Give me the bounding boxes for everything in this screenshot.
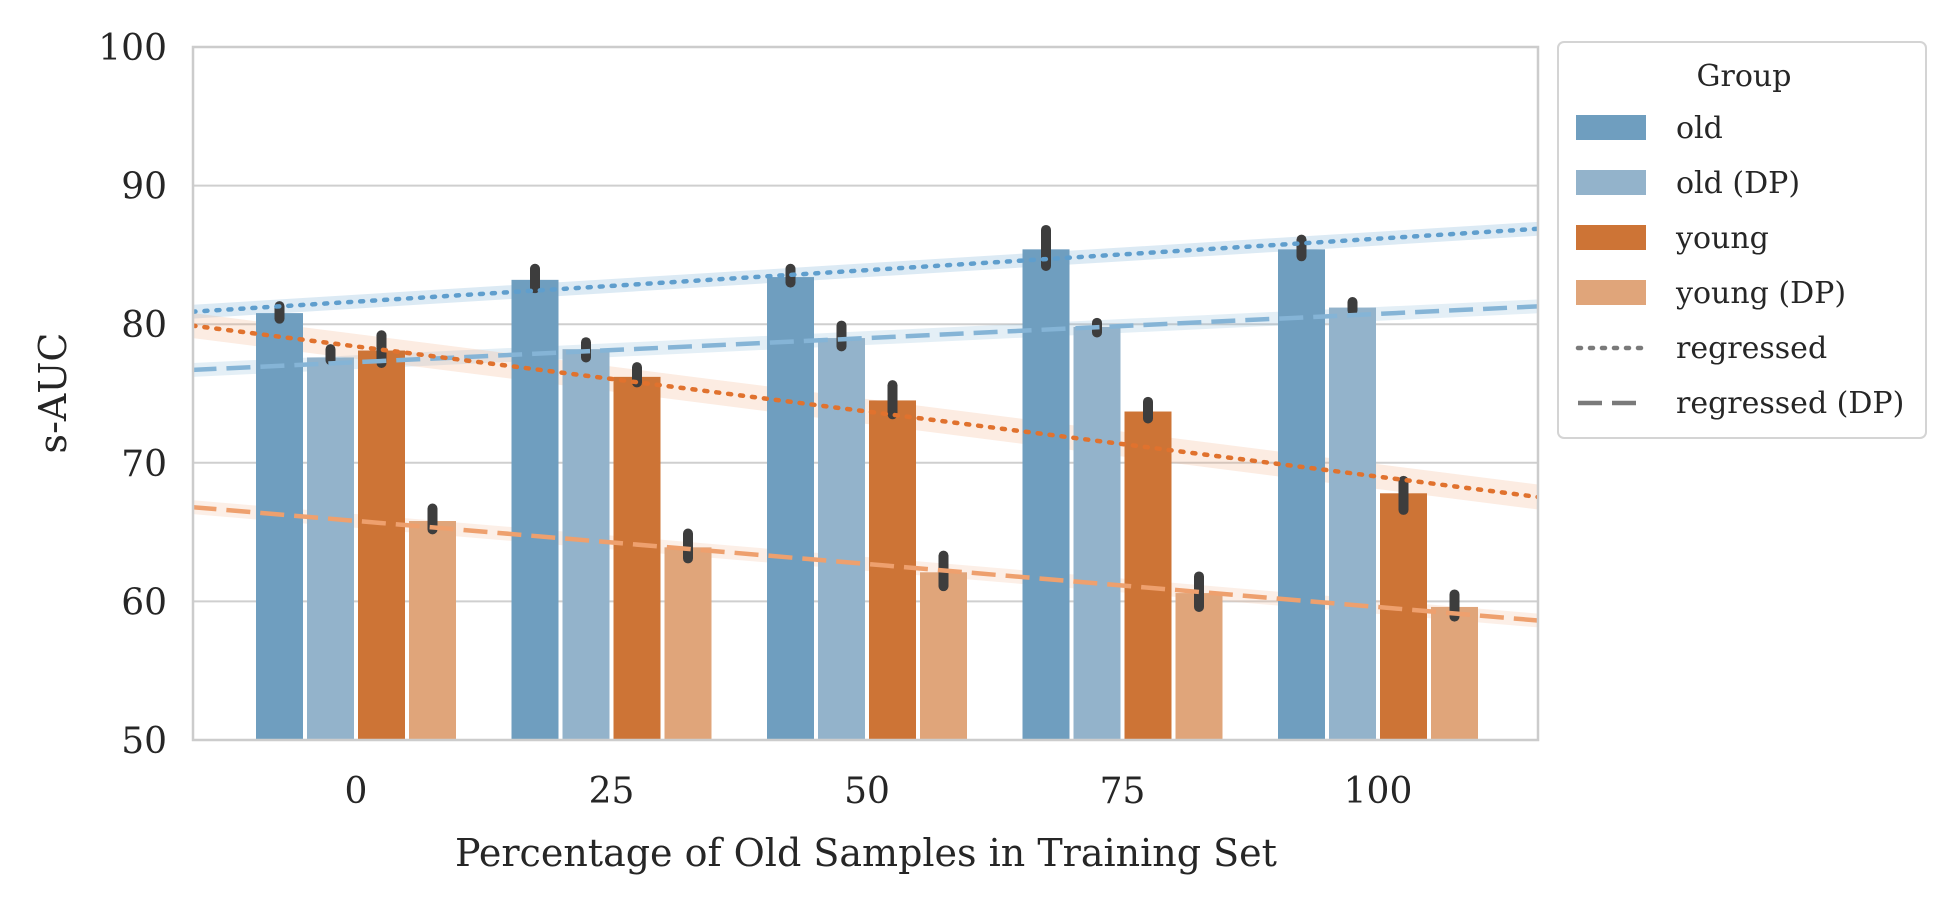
legend-swatch <box>1576 280 1646 305</box>
y-tick-label: 50 <box>121 721 167 762</box>
legend-swatch <box>1576 115 1646 140</box>
regression-line-dotted <box>193 323 1538 500</box>
y-tick-label: 90 <box>121 167 167 208</box>
legend-entry-label: regressed <box>1676 331 1827 366</box>
bar-old-dp--0 <box>307 357 354 740</box>
legend-box <box>1557 41 1927 439</box>
x-axis-label: Percentage of Old Samples in Training Se… <box>455 831 1277 875</box>
legend-title: Group <box>1697 59 1792 94</box>
legend-entry-label: young (DP) <box>1675 276 1846 311</box>
bar-old-75 <box>1022 249 1070 740</box>
bar-young-100 <box>1380 493 1427 740</box>
legend-entry-label: old <box>1676 111 1723 146</box>
bar-old-dp--50 <box>818 338 865 740</box>
bar-old-dp--75 <box>1073 326 1121 740</box>
bars <box>256 249 1478 740</box>
x-tick-label: 25 <box>589 771 635 812</box>
bar-young-dp--0 <box>409 521 456 740</box>
regression-line-dashed <box>193 504 1538 623</box>
legend-swatch <box>1576 170 1646 195</box>
y-tick-label: 60 <box>121 582 167 623</box>
bar-young-dp--100 <box>1431 606 1478 740</box>
y-tick-label: 70 <box>121 444 167 485</box>
bar-young-50 <box>869 400 916 740</box>
y-tick-label: 80 <box>121 305 167 346</box>
legend-entry-label: young <box>1675 221 1769 256</box>
x-tick-label: 100 <box>1344 771 1413 812</box>
x-tick-label: 0 <box>345 771 368 812</box>
tick-labels: 50 60 70 80 90 100 0 25 50 75 100 <box>98 28 1412 812</box>
bar-old-100 <box>1278 249 1325 740</box>
bar-old-dp--100 <box>1329 307 1376 740</box>
regression-lines <box>193 226 1538 623</box>
bar-young-dp--50 <box>920 572 967 740</box>
plot-border <box>191 45 1540 742</box>
bar-old-25 <box>511 279 559 740</box>
y-tick-label: 100 <box>98 28 167 69</box>
legend-entry-label: old (DP) <box>1676 166 1800 201</box>
legend-swatch <box>1576 225 1646 250</box>
regression-line-dotted <box>193 226 1538 314</box>
legend-entry-label: regressed (DP) <box>1676 386 1904 421</box>
bar-old-dp--25 <box>562 349 610 740</box>
x-tick-label: 50 <box>844 771 890 812</box>
bar-young-75 <box>1124 411 1172 740</box>
x-tick-label: 75 <box>1100 771 1146 812</box>
legend: Group old old (DP) young young (DP) regressed… <box>1557 41 1927 439</box>
bar-young-0 <box>358 350 405 740</box>
bar-old-0 <box>256 313 303 740</box>
y-axis-label: s-AUC <box>31 333 75 454</box>
plot-frame <box>191 45 1540 742</box>
regression-line-dashed <box>193 304 1538 373</box>
bar-old-50 <box>767 277 814 740</box>
bar-young-dp--25 <box>664 547 712 740</box>
bar-young-dp--75 <box>1175 593 1223 740</box>
bar-young-25 <box>613 376 661 740</box>
